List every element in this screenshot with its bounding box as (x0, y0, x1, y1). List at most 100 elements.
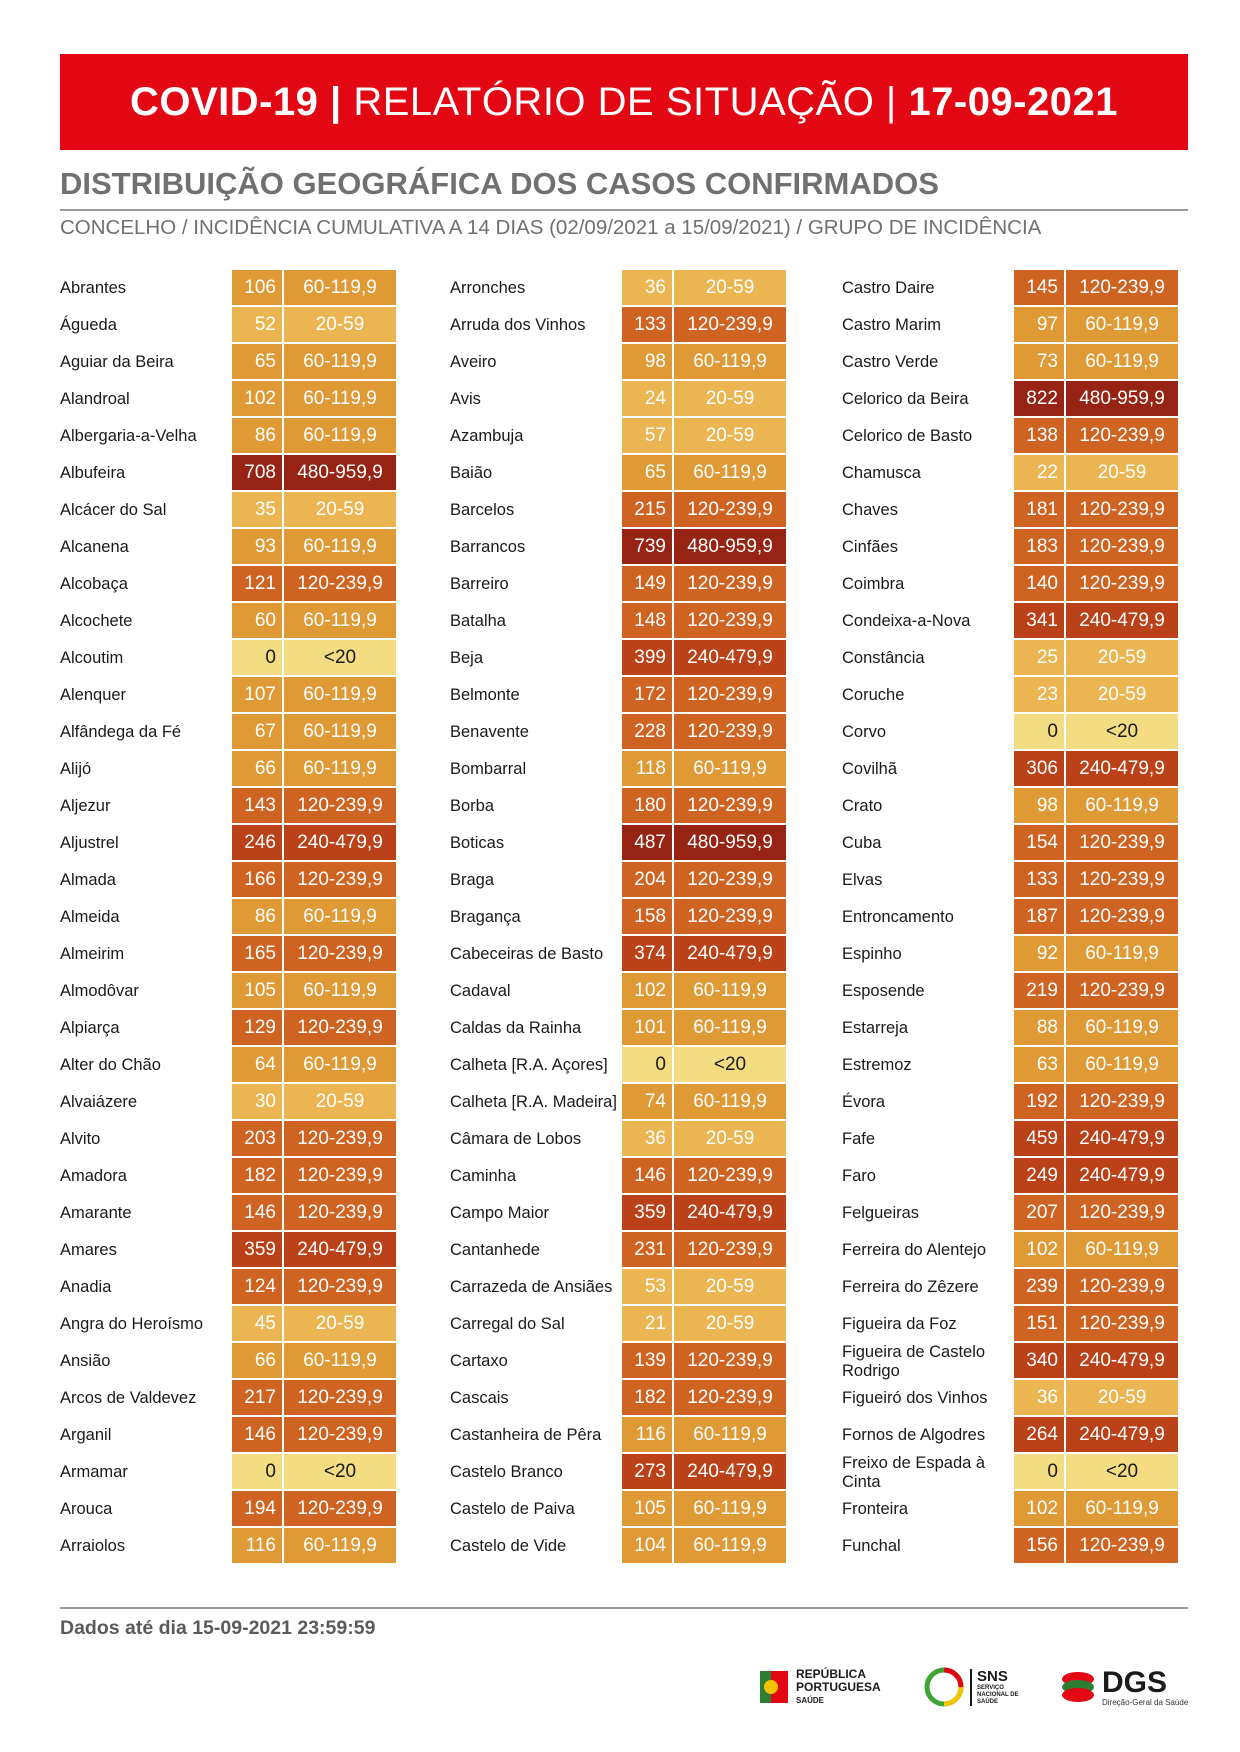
incidence-value: 102 (1014, 1491, 1064, 1526)
incidence-value: 822 (1014, 381, 1064, 416)
incidence-value: 24 (622, 381, 672, 416)
municipality-name: Benavente (450, 723, 529, 741)
incidence-value: 217 (232, 1380, 282, 1415)
municipality-row: Arcos de Valdevez 217 120-239,9 (60, 1380, 400, 1417)
municipality-row: Carrazeda de Ansiães 53 20-59 (450, 1269, 790, 1306)
municipality-name: Cuba (842, 834, 882, 852)
incidence-value: 35 (232, 492, 282, 527)
incidence-value: 192 (1014, 1084, 1064, 1119)
municipality-name: Arganil (60, 1426, 112, 1444)
municipality-name: Azambuja (450, 427, 524, 445)
incidence-group: 480-959,9 (674, 529, 786, 564)
municipality-row: Alijó 66 60-119,9 (60, 751, 400, 788)
municipality-row: Arronches 36 20-59 (450, 270, 790, 307)
municipality-row: Fafe 459 240-479,9 (842, 1121, 1182, 1158)
incidence-value: 182 (622, 1380, 672, 1415)
incidence-group: 240-479,9 (674, 1454, 786, 1489)
municipality-name: Alijó (60, 760, 92, 778)
municipality-row: Ansião 66 60-119,9 (60, 1343, 400, 1380)
municipality-name: Alcoutim (60, 649, 124, 667)
incidence-group: 120-239,9 (1066, 1084, 1178, 1119)
incidence-value: 708 (232, 455, 282, 490)
municipality-name: Anadia (60, 1278, 112, 1296)
incidence-value: 64 (232, 1047, 282, 1082)
incidence-group: 120-239,9 (1066, 825, 1178, 860)
dgs-logo: DGS Direção-Geral da Saúde (1060, 1664, 1200, 1710)
municipality-row: Fornos de Algodres 264 240-479,9 (842, 1417, 1182, 1454)
municipality-name: Crato (842, 797, 883, 815)
municipality-row: Anadia 124 120-239,9 (60, 1269, 400, 1306)
municipality-row: Condeixa-a-Nova 341 240-479,9 (842, 603, 1182, 640)
municipality-row: Figueiró dos Vinhos 36 20-59 (842, 1380, 1182, 1417)
incidence-value: 0 (1014, 1454, 1064, 1489)
municipality-name: Arcos de Valdevez (60, 1389, 197, 1407)
municipality-name: Estarreja (842, 1019, 909, 1037)
municipality-name: Castro Daire (842, 279, 935, 297)
incidence-value: 203 (232, 1121, 282, 1156)
municipality-row: Arruda dos Vinhos 133 120-239,9 (450, 307, 790, 344)
incidence-value: 228 (622, 714, 672, 749)
incidence-group: 120-239,9 (1066, 973, 1178, 1008)
incidence-value: 63 (1014, 1047, 1064, 1082)
municipality-name: Constância (842, 649, 925, 667)
incidence-value: 172 (622, 677, 672, 712)
incidence-value: 129 (232, 1010, 282, 1045)
municipality-name: Ferreira do Zêzere (842, 1278, 979, 1296)
incidence-value: 66 (232, 1343, 282, 1378)
municipality-row: Alcácer do Sal 35 20-59 (60, 492, 400, 529)
dgs-label: DGS (1102, 1665, 1168, 1699)
municipality-name: Castro Marim (842, 316, 942, 334)
municipality-name: Arruda dos Vinhos (450, 316, 586, 334)
incidence-value: 30 (232, 1084, 282, 1119)
municipality-name: Alcochete (60, 612, 133, 630)
municipality-row: Alter do Chão 64 60-119,9 (60, 1047, 400, 1084)
municipality-name: Águeda (60, 316, 117, 334)
incidence-group: 120-239,9 (284, 1417, 396, 1452)
municipality-row: Arouca 194 120-239,9 (60, 1491, 400, 1528)
incidence-group: 60-119,9 (284, 418, 396, 453)
incidence-group: 120-239,9 (674, 307, 786, 342)
incidence-group: 480-959,9 (284, 455, 396, 490)
sns-logo: SNS SERVIÇO NACIONAL DE SAÚDE (924, 1664, 1036, 1710)
incidence-value: 231 (622, 1232, 672, 1267)
incidence-group: 20-59 (284, 1306, 396, 1341)
banner-date: 17-09-2021 (908, 79, 1119, 124)
municipality-name: Entroncamento (842, 908, 954, 926)
municipality-name: Belmonte (450, 686, 520, 704)
municipality-row: Crato 98 60-119,9 (842, 788, 1182, 825)
incidence-group: 120-239,9 (674, 788, 786, 823)
municipality-row: Cadaval 102 60-119,9 (450, 973, 790, 1010)
municipality-name: Faro (842, 1167, 876, 1185)
incidence-group: 60-119,9 (284, 1343, 396, 1378)
incidence-group: 60-119,9 (674, 973, 786, 1008)
municipality-row: Alfândega da Fé 67 60-119,9 (60, 714, 400, 751)
incidence-value: 65 (232, 344, 282, 379)
municipality-name: Fronteira (842, 1500, 909, 1518)
municipality-name: Caminha (450, 1167, 517, 1185)
incidence-group: 20-59 (284, 307, 396, 342)
municipality-row: Ferreira do Alentejo 102 60-119,9 (842, 1232, 1182, 1269)
incidence-group: 60-119,9 (674, 1528, 786, 1563)
municipality-row: Barreiro 149 120-239,9 (450, 566, 790, 603)
incidence-value: 92 (1014, 936, 1064, 971)
municipality-row: Amadora 182 120-239,9 (60, 1158, 400, 1195)
municipality-name: Aguiar da Beira (60, 353, 174, 371)
incidence-value: 121 (232, 566, 282, 601)
municipality-row: Alvaiázere 30 20-59 (60, 1084, 400, 1121)
incidence-value: 102 (622, 973, 672, 1008)
municipality-row: Castelo de Paiva 105 60-119,9 (450, 1491, 790, 1528)
municipality-name: Castelo de Vide (450, 1537, 567, 1555)
incidence-value: 239 (1014, 1269, 1064, 1304)
incidence-group: 60-119,9 (674, 455, 786, 490)
municipality-row: Évora 192 120-239,9 (842, 1084, 1182, 1121)
incidence-group: 240-479,9 (674, 936, 786, 971)
incidence-value: 104 (622, 1528, 672, 1563)
incidence-value: 22 (1014, 455, 1064, 490)
municipality-name: Alcobaça (60, 575, 128, 593)
municipality-row: Campo Maior 359 240-479,9 (450, 1195, 790, 1232)
incidence-group: 60-119,9 (284, 344, 396, 379)
municipality-name: Alpiarça (60, 1019, 120, 1037)
municipality-row: Angra do Heroísmo 45 20-59 (60, 1306, 400, 1343)
incidence-group: 120-239,9 (1066, 529, 1178, 564)
incidence-group: 480-959,9 (1066, 381, 1178, 416)
